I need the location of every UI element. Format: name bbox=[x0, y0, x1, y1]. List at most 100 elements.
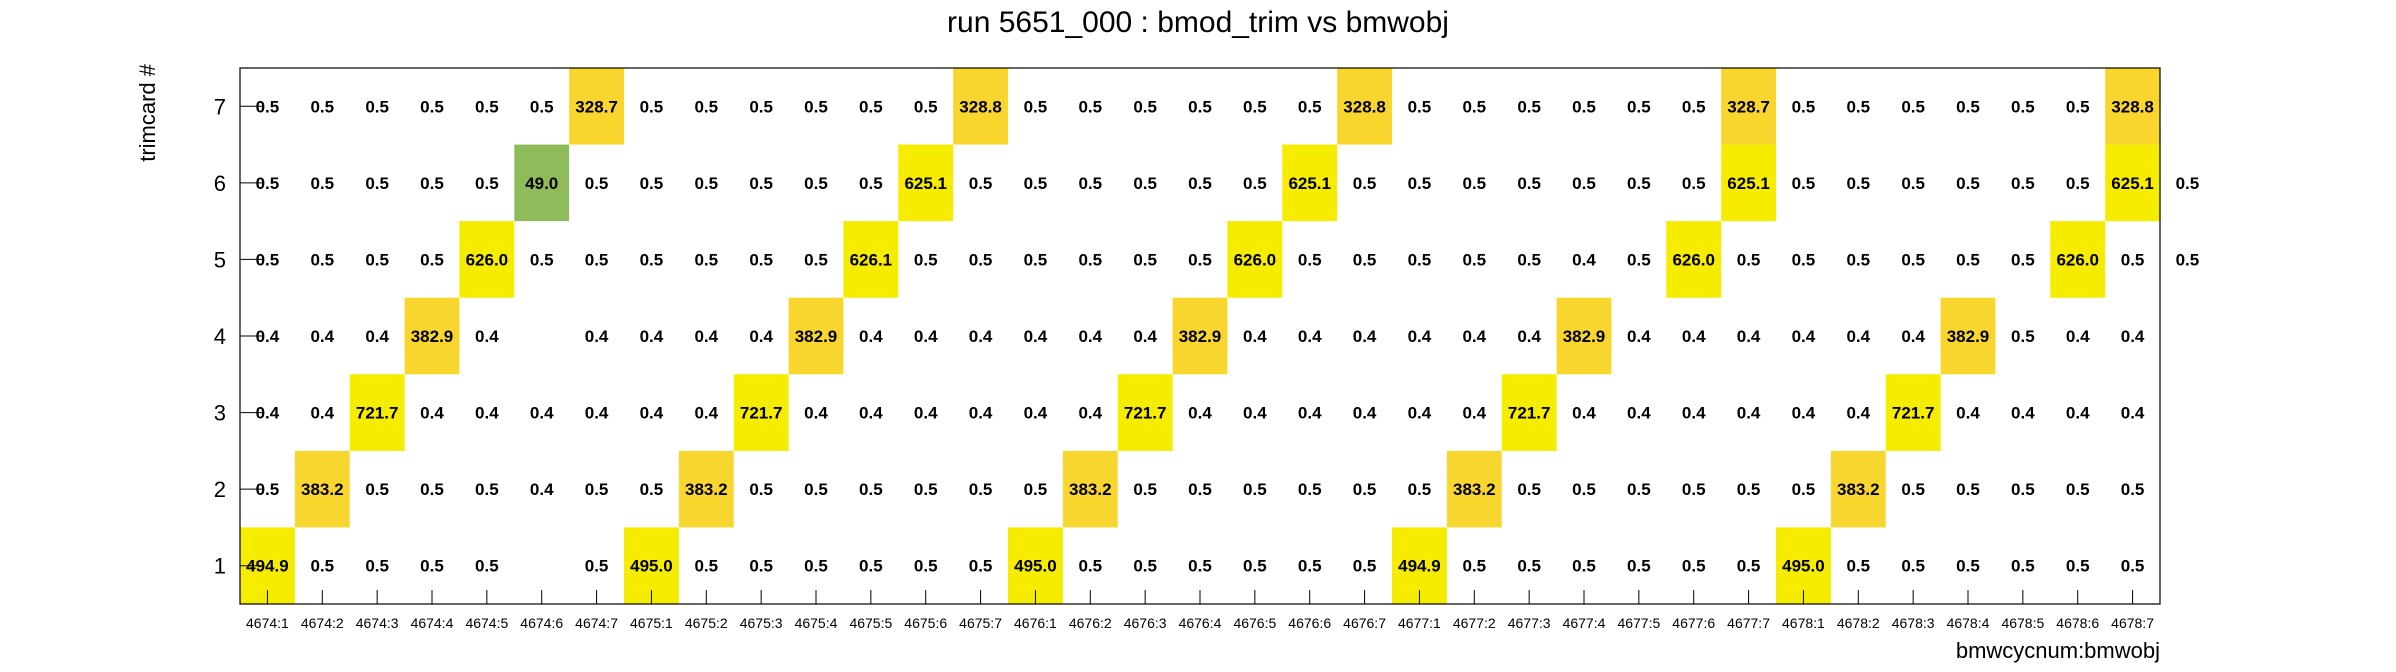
cell-value-label: 0.5 bbox=[1243, 97, 1267, 116]
cell-value-label: 0.4 bbox=[1792, 327, 1816, 346]
x-tick-label: 4677:4 bbox=[1563, 615, 1606, 631]
cell-value-label: 0.5 bbox=[1901, 557, 1925, 576]
cell-value-label: 0.4 bbox=[1737, 404, 1761, 423]
cell-value-label: 0.5 bbox=[256, 480, 280, 499]
cell-value-label: 0.5 bbox=[1517, 480, 1541, 499]
cell-value-label: 0.5 bbox=[1572, 174, 1596, 193]
cell-value-label: 0.5 bbox=[1024, 174, 1048, 193]
cell-value-label: 0.5 bbox=[1298, 250, 1322, 269]
cell-value-label: 0.5 bbox=[1627, 250, 1651, 269]
cell-value-label: 0.5 bbox=[1298, 480, 1322, 499]
cell-value-label: 0.5 bbox=[1792, 250, 1816, 269]
cell-value-label: 0.4 bbox=[1846, 404, 1870, 423]
x-tick-label: 4678:6 bbox=[2056, 615, 2099, 631]
cell-value-label: 0.4 bbox=[804, 404, 828, 423]
heatmap-cell bbox=[404, 297, 460, 375]
cell-value-label: 0.5 bbox=[2176, 174, 2200, 193]
cell-value-label: 0.5 bbox=[1462, 174, 1486, 193]
heatmap-cell bbox=[898, 144, 954, 222]
heatmap-cell bbox=[1117, 374, 1173, 451]
heatmap-cell bbox=[1940, 297, 1996, 375]
cell-value-label: 0.5 bbox=[804, 480, 828, 499]
cell-value-label: 0.5 bbox=[1627, 557, 1651, 576]
x-tick-label: 4674:4 bbox=[411, 615, 454, 631]
cell-value-label: 495.0 bbox=[630, 557, 673, 576]
cell-value-label: 0.4 bbox=[1627, 404, 1651, 423]
cell-value-label: 0.4 bbox=[640, 327, 664, 346]
cell-value-label: 0.4 bbox=[1243, 404, 1267, 423]
cell-value-label: 0.5 bbox=[1682, 97, 1706, 116]
x-tick-label: 4678:1 bbox=[1782, 615, 1825, 631]
cell-value-label: 0.5 bbox=[1956, 174, 1980, 193]
cell-value-label: 0.5 bbox=[1956, 480, 1980, 499]
cell-value-label: 328.8 bbox=[1343, 97, 1386, 116]
cell-value-label: 0.5 bbox=[420, 174, 444, 193]
cell-value-label: 0.5 bbox=[1188, 97, 1212, 116]
cell-labels: 494.9 0.5 0.5 0.5 0.5 0.5 495.0 0.5 0.5 0.5 0.5 0.5… bbox=[246, 97, 2199, 575]
cell-value-label: 0.5 bbox=[1846, 557, 1870, 576]
cell-value-label: 0.4 bbox=[1901, 327, 1925, 346]
cell-value-label: 0.4 bbox=[1956, 404, 1980, 423]
cell-value-label: 0.4 bbox=[256, 404, 280, 423]
cell-value-label: 0.5 bbox=[1901, 174, 1925, 193]
cell-value-label: 0.5 bbox=[1133, 557, 1157, 576]
x-tick-label: 4677:6 bbox=[1672, 615, 1715, 631]
cell-value-label: 382.9 bbox=[795, 327, 838, 346]
x-tick-label: 4675:7 bbox=[959, 615, 1002, 631]
heatmap-cell bbox=[1337, 68, 1392, 145]
heatmap-cell bbox=[1446, 450, 1502, 528]
x-axis-title: bmwcycnum:bmwobj bbox=[1956, 638, 2160, 663]
cell-value-label: 0.5 bbox=[420, 250, 444, 269]
x-tick-label: 4675:2 bbox=[685, 615, 728, 631]
cell-value-label: 49.0 bbox=[525, 174, 558, 193]
cell-value-label: 0.5 bbox=[310, 174, 334, 193]
cell-value-label: 0.5 bbox=[1737, 557, 1761, 576]
y-axis: 1 2 3 4 5 6 7 bbox=[214, 94, 264, 579]
cell-value-label: 0.4 bbox=[1024, 327, 1048, 346]
cell-value-label: 0.5 bbox=[475, 97, 499, 116]
cell-value-label: 0.5 bbox=[1517, 557, 1541, 576]
heatmap-cell bbox=[569, 68, 624, 145]
cell-value-label: 0.5 bbox=[365, 480, 389, 499]
cell-value-label: 625.1 bbox=[904, 174, 947, 193]
cell-value-label: 0.5 bbox=[1792, 97, 1816, 116]
cell-value-label: 0.5 bbox=[475, 557, 499, 576]
cell-value-label: 0.5 bbox=[1682, 174, 1706, 193]
cell-value-label: 0.5 bbox=[1353, 250, 1377, 269]
cell-value-label: 0.4 bbox=[1792, 404, 1816, 423]
y-tick-label: 2 bbox=[214, 477, 226, 502]
heatmap-cell bbox=[1172, 297, 1228, 375]
cell-value-label: 0.4 bbox=[585, 404, 609, 423]
cell-value-label: 0.5 bbox=[1737, 250, 1761, 269]
cell-value-label: 0.5 bbox=[420, 557, 444, 576]
x-tick-label: 4676:5 bbox=[1233, 615, 1276, 631]
cell-value-label: 0.5 bbox=[749, 250, 773, 269]
cell-value-label: 0.4 bbox=[2121, 404, 2145, 423]
cell-value-label: 0.4 bbox=[585, 327, 609, 346]
cell-value-label: 0.5 bbox=[1901, 480, 1925, 499]
cell-value-label: 0.5 bbox=[914, 480, 938, 499]
cell-value-label: 0.4 bbox=[530, 480, 554, 499]
x-axis: 4674:1 4674:2 4674:3 4674:4 4674:5 4674:6 4674… bbox=[246, 590, 2154, 631]
cell-value-label: 382.9 bbox=[411, 327, 454, 346]
x-tick-label: 4676:2 bbox=[1069, 615, 1112, 631]
cell-value-label: 0.5 bbox=[859, 174, 883, 193]
cell-value-label: 0.5 bbox=[256, 97, 280, 116]
cell-value-label: 0.4 bbox=[1408, 404, 1432, 423]
cell-value-label: 0.5 bbox=[1682, 480, 1706, 499]
cell-value-label: 0.5 bbox=[365, 250, 389, 269]
cell-value-label: 0.5 bbox=[749, 174, 773, 193]
y-tick-label: 1 bbox=[214, 554, 226, 579]
heatmap-cell bbox=[788, 297, 844, 375]
cell-value-label: 0.4 bbox=[420, 404, 444, 423]
cell-value-label: 0.4 bbox=[475, 404, 499, 423]
cell-value-label: 0.5 bbox=[256, 250, 280, 269]
cell-value-label: 625.1 bbox=[1288, 174, 1331, 193]
heatmap-cell bbox=[953, 68, 1008, 145]
heatmap-cell bbox=[1885, 374, 1941, 451]
cell-value-label: 0.5 bbox=[365, 97, 389, 116]
cell-value-label: 0.5 bbox=[365, 557, 389, 576]
heatmap-cell bbox=[1721, 144, 1776, 222]
x-tick-label: 4674:5 bbox=[465, 615, 508, 631]
